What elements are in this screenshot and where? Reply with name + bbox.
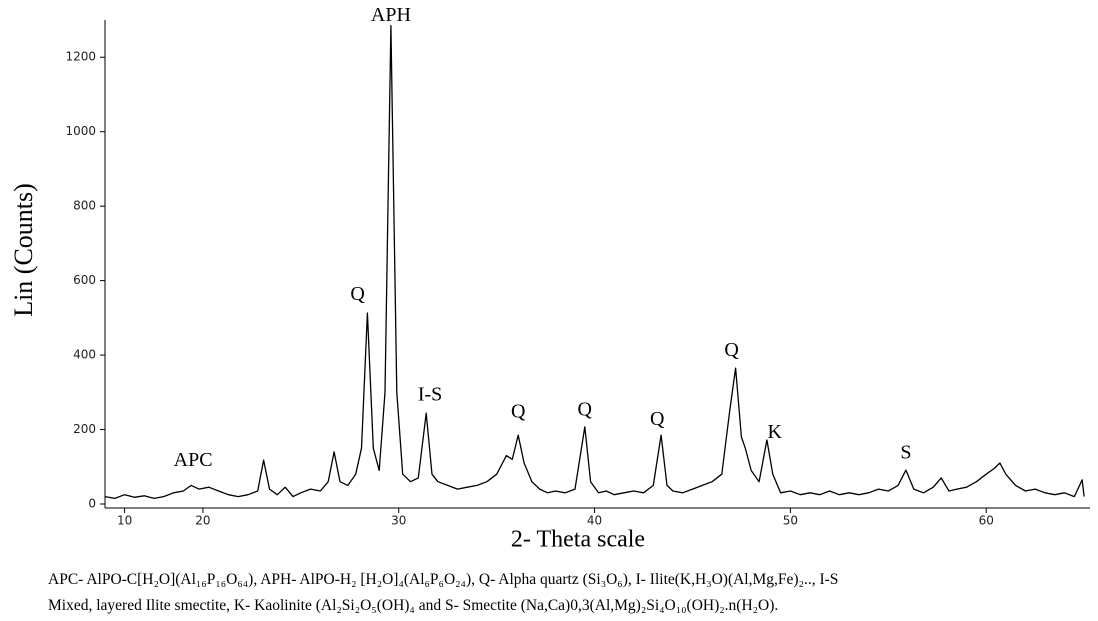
caption-line: Mixed, layered Ilite smectite, K- Kaolin… [48, 597, 779, 614]
y-tick-label: 1200 [65, 50, 96, 64]
peak-label: Q [724, 339, 739, 361]
peak-label: I-S [418, 384, 442, 406]
peak-label: S [900, 441, 911, 463]
peak-label: K [767, 421, 782, 443]
peak-label: APH [371, 4, 411, 26]
peak-label: Q [578, 399, 593, 421]
x-tick-label: 20 [195, 514, 210, 528]
x-tick-label: 30 [391, 514, 406, 528]
peak-label: Q [650, 408, 665, 430]
peak-label: APC [174, 449, 213, 471]
diffraction-trace [104, 24, 1085, 500]
y-tick-label: 800 [73, 199, 96, 213]
y-tick-label: 1000 [65, 124, 96, 138]
y-tick-label: 0 [88, 497, 96, 511]
x-axis-label: 2- Theta scale [511, 527, 645, 553]
x-tick-label: 50 [783, 514, 798, 528]
x-tick-label: 40 [587, 514, 602, 528]
caption-line: APC- AlPO-C[H₂O](Al₁₆P₁₆O₆₄), APH- AlPO-… [48, 571, 839, 588]
x-tick-label: 60 [979, 514, 994, 528]
x-tick-label: 10 [117, 514, 132, 528]
chart: Lin (Counts) 2- Theta scale 0 200 400 600 80… [9, 4, 1090, 553]
y-tick-label: 200 [73, 422, 96, 436]
y-axis-label: Lin (Counts) [9, 183, 38, 317]
y-tick-label: 600 [73, 273, 96, 287]
y-tick-label: 400 [73, 348, 96, 362]
peak-label: Q [511, 400, 526, 422]
peak-label: Q [350, 283, 365, 305]
